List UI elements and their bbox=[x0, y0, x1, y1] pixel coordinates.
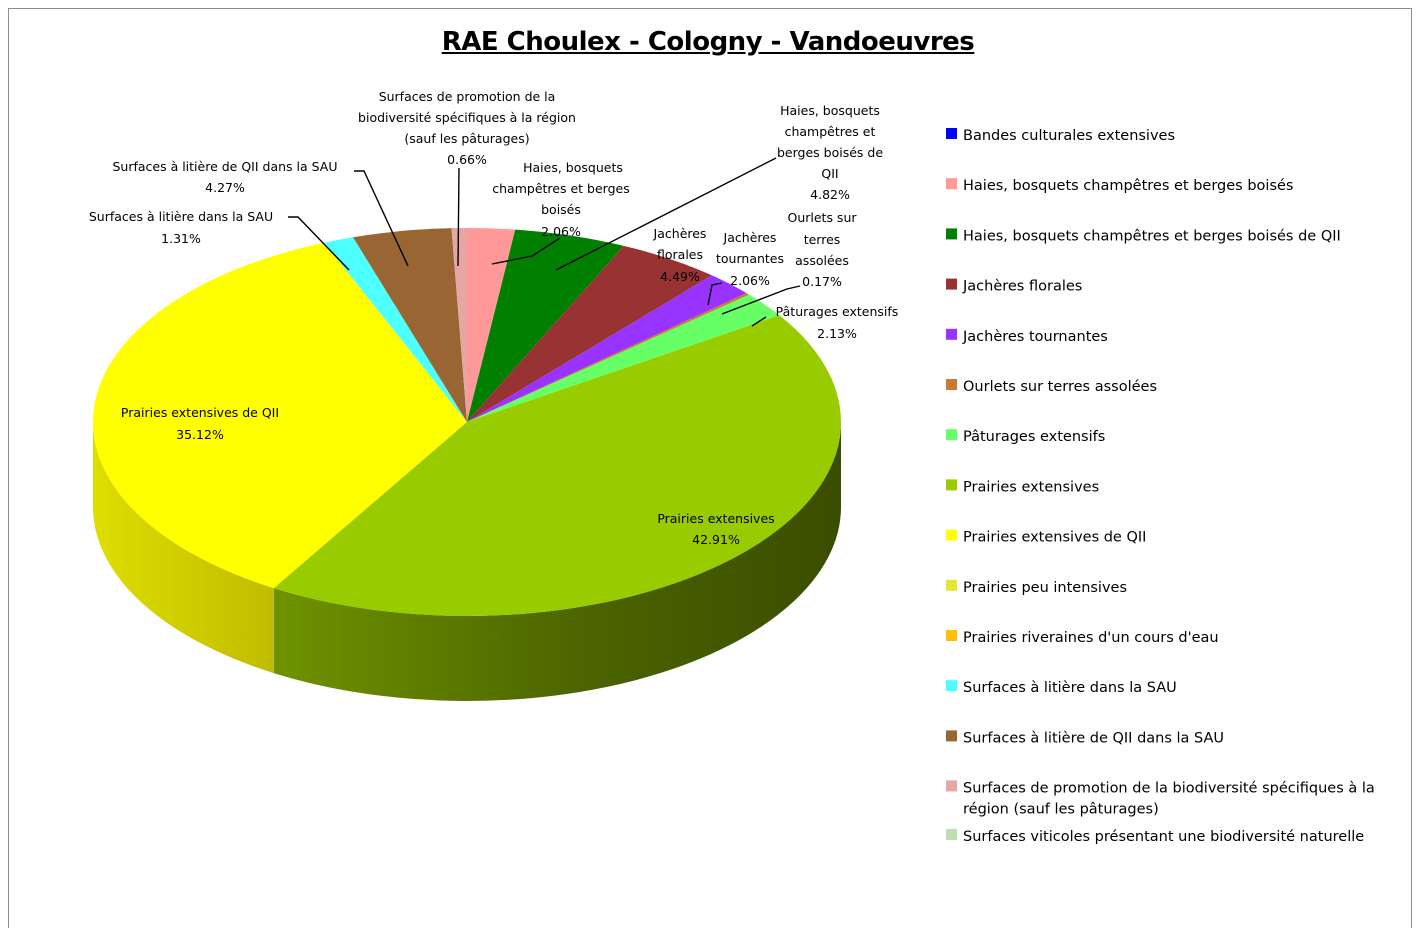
pie-slice-6 bbox=[467, 294, 780, 422]
data-label-6: Pâturages extensifs 2.13% bbox=[776, 304, 899, 341]
legend-swatch-13 bbox=[946, 780, 957, 792]
legend-label-13: Surfaces de promotion de la biodiversité… bbox=[963, 780, 1375, 817]
data-label-7: Prairies extensives 42.91% bbox=[657, 511, 774, 547]
pie-slice-11 bbox=[324, 237, 467, 422]
data-label-12: Surfaces à litière de QII dans la SAU 4.2… bbox=[112, 159, 337, 195]
leader-line-13 bbox=[457, 167, 460, 267]
legend-label-8: Prairies extensives de QII bbox=[963, 530, 1146, 546]
legend-swatch-9 bbox=[946, 579, 957, 591]
leader-line-2 bbox=[555, 157, 777, 271]
legend-label-10: Prairies riveraines d'un cours d'eau bbox=[963, 630, 1219, 646]
pie-slice-8 bbox=[93, 242, 467, 589]
pie-slice-3 bbox=[467, 245, 713, 422]
pie-slice-4 bbox=[467, 275, 747, 422]
leader-line-1 bbox=[491, 237, 561, 265]
data-label-4: Jachères tournantes 2.06% bbox=[716, 230, 784, 288]
legend-label-3: Jachères florales bbox=[962, 279, 1082, 295]
data-label-2: Haies, bosquets champêtres et berges boisé… bbox=[777, 103, 883, 202]
legend-swatch-3 bbox=[946, 278, 957, 290]
legend-swatch-5 bbox=[946, 379, 957, 390]
legend-swatch-8 bbox=[946, 529, 957, 541]
leader-line-4 bbox=[707, 282, 723, 306]
legend-swatch-2 bbox=[946, 228, 957, 240]
data-label-8: Prairies extensives de QII 35.12% bbox=[121, 405, 279, 442]
legend-swatch-14 bbox=[946, 829, 957, 840]
legend-label-0: Bandes culturales extensives bbox=[963, 128, 1175, 144]
pie-slice-1 bbox=[467, 228, 516, 422]
legend-label-1: Haies, bosquets champêtres et berges boi… bbox=[963, 178, 1293, 194]
legend-swatch-7 bbox=[946, 479, 957, 491]
legend-swatch-11 bbox=[946, 680, 957, 692]
legend-swatch-4 bbox=[946, 328, 957, 340]
data-label-13: Surfaces de promotion de la biodiversité … bbox=[358, 89, 576, 167]
legend-label-12: Surfaces à litière de QII dans la SAU bbox=[963, 730, 1224, 746]
leader-line-12 bbox=[354, 170, 409, 267]
legend-label-6: Pâturages extensifs bbox=[963, 429, 1105, 445]
legend-swatch-10 bbox=[946, 630, 957, 641]
legend-swatch-0 bbox=[946, 128, 957, 139]
chart-title: RAE Choulex - Cologny - Vandoeuvres bbox=[441, 27, 975, 57]
pie-slice-7 bbox=[273, 315, 842, 616]
data-label-3: Jachères florales 4.49% bbox=[653, 226, 707, 284]
data-label-11: Surfaces à litière dans la SAU 1.31% bbox=[89, 209, 273, 246]
data-label-5: Ourlets sur terres assolées 0.17% bbox=[787, 210, 857, 289]
legend-swatch-1 bbox=[946, 178, 957, 190]
pie-side-7 bbox=[273, 422, 841, 701]
legend-label-4: Jachères tournantes bbox=[962, 329, 1108, 345]
legend-label-2: Haies, bosquets champêtres et berges boi… bbox=[963, 228, 1341, 244]
leader-line-5 bbox=[721, 285, 801, 315]
pie-side-8 bbox=[93, 422, 274, 674]
legend-swatch-6 bbox=[946, 429, 957, 441]
leader-line-11 bbox=[288, 216, 350, 271]
legend-label-7: Prairies extensives bbox=[963, 479, 1099, 495]
legend-label-9: Prairies peu intensives bbox=[963, 580, 1127, 596]
data-label-1: Haies, bosquets champêtres et berges boisé… bbox=[492, 160, 629, 239]
legend-label-14: Surfaces viticoles présentant une biodiv… bbox=[963, 829, 1364, 845]
pie-slice-2 bbox=[467, 229, 624, 422]
legend-label-5: Ourlets sur terres assolées bbox=[963, 379, 1157, 395]
pie-slice-5 bbox=[467, 293, 750, 422]
pie-slice-12 bbox=[352, 228, 467, 422]
legend-swatch-12 bbox=[946, 730, 957, 742]
pie-slice-13 bbox=[451, 228, 467, 422]
legend-label-11: Surfaces à litière dans la SAU bbox=[963, 680, 1177, 696]
leader-line-6 bbox=[751, 316, 767, 327]
